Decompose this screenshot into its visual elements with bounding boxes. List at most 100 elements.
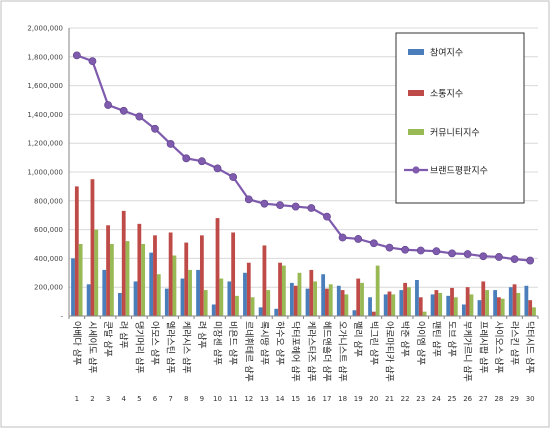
line-point-16 bbox=[307, 204, 316, 212]
bar-3-21 bbox=[391, 294, 396, 316]
x-index-label: 16 bbox=[307, 395, 316, 403]
bar-3-24 bbox=[438, 292, 443, 316]
bar-1-8 bbox=[180, 278, 185, 316]
bar-1-21 bbox=[383, 294, 388, 316]
y-tick-label: 1,200,000 bbox=[27, 140, 63, 148]
bar-2-8 bbox=[184, 242, 189, 316]
bar-1-16 bbox=[305, 288, 310, 316]
legend-label-2: 소통지수 bbox=[430, 89, 463, 100]
bar-3-30 bbox=[532, 307, 536, 316]
bar-2-12 bbox=[246, 262, 251, 316]
x-index-label: 9 bbox=[200, 395, 204, 403]
bar-1-2 bbox=[86, 284, 91, 316]
bar-1-4 bbox=[118, 292, 122, 316]
bar-1-13 bbox=[258, 307, 263, 316]
bar-3-1 bbox=[78, 244, 83, 316]
x-index-label: 21 bbox=[385, 395, 394, 403]
y-tick-label: - bbox=[60, 313, 63, 321]
bar-1-6 bbox=[149, 252, 154, 316]
x-index-label: 28 bbox=[494, 395, 503, 403]
x-index-label: 23 bbox=[416, 395, 425, 403]
line-point-1 bbox=[72, 51, 81, 60]
bar-2-23 bbox=[418, 297, 423, 316]
y-tick-label: 1,600,000 bbox=[27, 82, 63, 90]
bar-1-10 bbox=[211, 304, 216, 316]
line-point-9 bbox=[197, 157, 206, 166]
bar-1-5 bbox=[133, 281, 138, 316]
line-point-22 bbox=[401, 245, 410, 254]
bar-1-29 bbox=[508, 287, 513, 316]
bar-3-26 bbox=[469, 294, 474, 316]
x-index-label: 1 bbox=[75, 395, 79, 403]
x-index-label: 17 bbox=[322, 395, 331, 403]
bar-3-18 bbox=[344, 294, 349, 316]
x-index-label: 7 bbox=[168, 395, 172, 403]
bar-2-30 bbox=[528, 300, 533, 316]
x-index-label: 20 bbox=[369, 395, 378, 403]
legend-swatch-3 bbox=[408, 129, 424, 135]
bar-1-11 bbox=[227, 281, 232, 316]
bar-1-9 bbox=[196, 269, 200, 316]
bar-1-17 bbox=[321, 274, 326, 316]
x-category-label: 부케가르니 샴푸 bbox=[462, 321, 473, 382]
bar-2-16 bbox=[309, 269, 314, 316]
y-tick-label: 2,000,000 bbox=[27, 25, 63, 33]
x-category-label: 닥터시드 샴푸 bbox=[524, 321, 535, 374]
legend-swatch-2 bbox=[408, 90, 424, 96]
bar-1-28 bbox=[493, 290, 498, 316]
bar-3-29 bbox=[516, 292, 521, 316]
bar-1-1 bbox=[71, 258, 75, 316]
bar-1-14 bbox=[274, 308, 279, 316]
line-point-8 bbox=[182, 154, 191, 163]
x-category-label: 르네휘테르 샴푸 bbox=[243, 321, 254, 382]
bar-2-18 bbox=[340, 290, 345, 316]
x-category-label: 아모스 샴푸 bbox=[149, 321, 160, 365]
bar-1-23 bbox=[415, 280, 419, 316]
bar-2-27 bbox=[481, 281, 486, 316]
bar-series bbox=[71, 179, 536, 316]
x-index-label: 25 bbox=[448, 395, 457, 403]
bar-3-6 bbox=[156, 274, 161, 316]
x-index-label: 18 bbox=[338, 395, 347, 403]
y-tick-label: 1,000,000 bbox=[27, 169, 63, 177]
x-index-label: 4 bbox=[121, 395, 126, 403]
bar-1-30 bbox=[524, 285, 529, 316]
bar-2-24 bbox=[434, 290, 439, 316]
bar-1-7 bbox=[164, 288, 169, 316]
bar-1-19 bbox=[352, 310, 357, 316]
line-point-19 bbox=[354, 235, 363, 243]
y-tick-label: 1,400,000 bbox=[27, 111, 63, 119]
bar-2-26 bbox=[465, 287, 470, 316]
bar-2-21 bbox=[387, 291, 392, 316]
bar-2-13 bbox=[262, 245, 267, 316]
bar-2-2 bbox=[90, 179, 95, 316]
line-point-14 bbox=[276, 201, 284, 210]
legend-box bbox=[395, 32, 525, 204]
x-category-label: 하수오 샴푸 bbox=[274, 321, 285, 365]
x-category-label: 려 샴푸 bbox=[118, 321, 129, 349]
x-category-label: 쿤달 샴푸 bbox=[102, 321, 114, 357]
legend-line-marker bbox=[412, 166, 420, 174]
line-point-30 bbox=[526, 256, 535, 265]
x-index-label: 12 bbox=[244, 395, 253, 403]
x-category-label: 아이엠 샴푸 bbox=[415, 321, 427, 365]
x-category-label: 엘라스틴 샴푸 bbox=[165, 321, 176, 374]
bar-3-17 bbox=[328, 284, 333, 316]
legend-label-4: 브랜드평판지수 bbox=[430, 166, 488, 177]
line-point-21 bbox=[385, 243, 394, 252]
x-category-label: 아로마티카 샴푸 bbox=[383, 321, 394, 382]
x-index-label: 27 bbox=[479, 395, 488, 403]
line-point-2 bbox=[88, 57, 97, 66]
line-point-10 bbox=[213, 164, 222, 173]
line-point-23 bbox=[416, 246, 425, 255]
x-index-label: 26 bbox=[463, 395, 472, 403]
x-category-label: 오가니스트 샴푸 bbox=[337, 321, 348, 382]
x-category-label: 박준 샴푸 bbox=[399, 321, 410, 357]
bar-2-7 bbox=[168, 232, 173, 316]
bar-3-8 bbox=[188, 269, 192, 316]
x-index-label: 30 bbox=[526, 395, 535, 403]
bar-2-5 bbox=[137, 223, 142, 316]
bar-2-22 bbox=[403, 282, 408, 316]
bar-2-29 bbox=[512, 284, 517, 316]
